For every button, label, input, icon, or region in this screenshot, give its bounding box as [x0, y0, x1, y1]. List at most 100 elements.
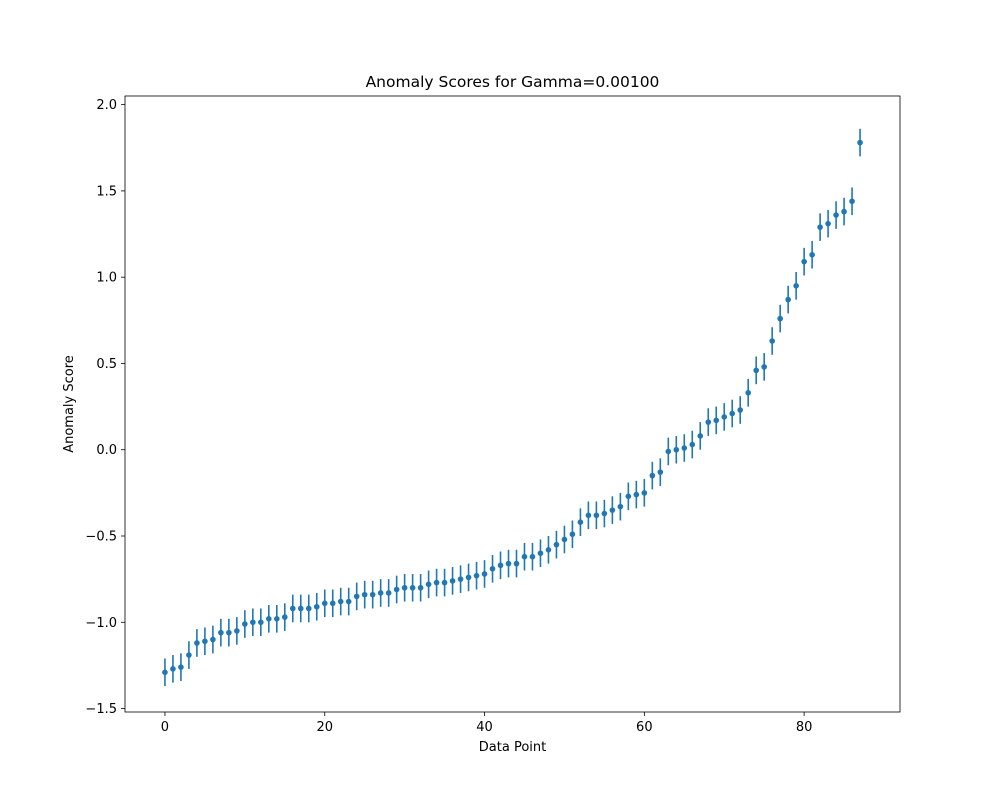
x-axis-label: Data Point [479, 740, 546, 755]
data-point [745, 389, 751, 396]
data-point [529, 553, 536, 560]
data-point [785, 296, 791, 303]
data-point [761, 364, 767, 370]
data-point [473, 572, 480, 579]
data-point [521, 553, 528, 560]
y-tick-label: 1.5 [96, 184, 117, 199]
data-point [801, 258, 807, 265]
y-tick-label: 0.0 [96, 443, 117, 458]
data-point [274, 616, 280, 622]
data-point [609, 507, 616, 513]
y-tick-label: −1.0 [85, 616, 117, 631]
data-point [857, 139, 863, 146]
data-point [433, 579, 440, 586]
data-point [281, 614, 288, 620]
data-point [218, 629, 224, 636]
x-tick-label: 40 [476, 720, 493, 735]
data-point [417, 584, 424, 591]
data-point [545, 547, 552, 553]
data-point [825, 220, 831, 227]
data-point [553, 541, 560, 548]
data-point [657, 469, 664, 475]
data-point [737, 407, 744, 413]
data-point [242, 621, 248, 627]
data-point [345, 598, 352, 605]
data-point [833, 212, 839, 218]
data-point [202, 638, 208, 645]
x-tick-label: 20 [316, 720, 333, 735]
data-point [601, 510, 608, 517]
data-point [793, 283, 799, 289]
data-point [641, 490, 648, 496]
y-tick-label: 2.0 [96, 98, 117, 113]
y-tick-label: 1.0 [96, 271, 117, 286]
y-axis-ticks: −1.5 −1.0 −0.5 0.0 0.5 1.0 1.5 2.0 [85, 98, 125, 717]
data-point [569, 531, 576, 538]
data-point [337, 598, 344, 605]
data-point [465, 574, 472, 581]
data-point [385, 590, 392, 596]
x-axis-ticks: 0 20 40 60 80 [161, 712, 813, 735]
data-point [449, 578, 456, 584]
plot-area-frame [124, 95, 901, 713]
y-axis-label: Anomaly Score [62, 355, 77, 453]
data-point [849, 198, 855, 205]
data-point [505, 560, 512, 567]
data-point [361, 591, 368, 598]
data-point [665, 448, 672, 455]
y-tick-label: −0.5 [85, 530, 117, 545]
data-point [513, 560, 520, 567]
data-point [194, 640, 200, 646]
data-point [266, 616, 272, 622]
data-point [705, 419, 712, 425]
data-point [457, 576, 464, 582]
data-point [673, 446, 680, 453]
x-tick-label: 60 [636, 720, 653, 735]
data-point [321, 600, 328, 607]
data-point [633, 491, 640, 498]
data-point [425, 581, 432, 588]
data-point [577, 519, 584, 525]
data-point [353, 593, 360, 600]
data-point [178, 664, 184, 670]
data-point [297, 605, 304, 612]
data-point [841, 208, 847, 215]
data-point [809, 251, 815, 258]
data-point [409, 584, 416, 591]
data-point [481, 571, 488, 577]
data-point [593, 512, 600, 519]
y-tick-label: 0.5 [96, 357, 117, 372]
data-point [537, 550, 544, 557]
data-point [170, 666, 176, 672]
data-point [226, 629, 232, 636]
data-point [441, 579, 448, 586]
data-point [721, 414, 728, 420]
chart-title: Anomaly Scores for Gamma=0.00100 [366, 73, 660, 91]
point-group [162, 139, 863, 676]
x-tick-label: 80 [796, 720, 813, 735]
data-point [625, 493, 632, 500]
data-point [250, 619, 256, 626]
data-point [258, 619, 264, 626]
data-point [210, 636, 216, 643]
data-point [689, 441, 696, 448]
data-point [305, 605, 312, 612]
data-point [497, 562, 504, 569]
data-point [753, 367, 759, 374]
data-point [393, 586, 400, 593]
data-point [234, 628, 240, 634]
data-point [681, 445, 688, 451]
x-tick-label: 0 [161, 720, 169, 735]
data-point [401, 584, 408, 591]
data-point [697, 433, 704, 439]
data-point [377, 590, 384, 596]
y-tick-label: −1.5 [85, 702, 117, 717]
data-point [186, 652, 192, 658]
data-point [329, 600, 336, 607]
data-point [162, 669, 168, 676]
data-point [289, 605, 296, 612]
data-point [769, 338, 775, 344]
data-point [313, 603, 320, 610]
